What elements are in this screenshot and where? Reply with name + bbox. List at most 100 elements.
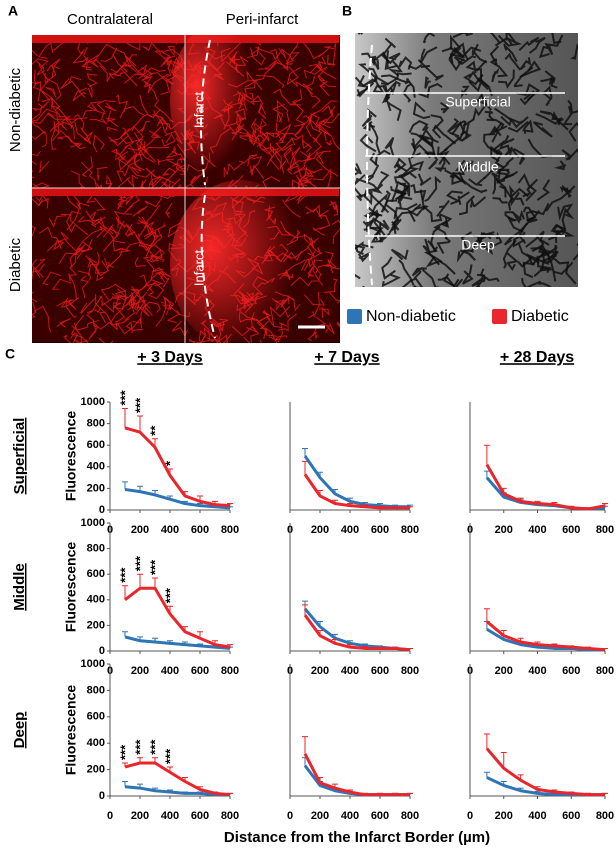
vessel <box>131 125 147 153</box>
x-tick-label: 200 <box>131 524 149 536</box>
significance: *** <box>117 567 132 583</box>
vessel <box>424 151 439 170</box>
vessel <box>274 138 293 174</box>
vessel <box>492 176 507 198</box>
x-tick-label: 400 <box>161 524 179 536</box>
vessel <box>551 33 562 44</box>
vessel <box>517 173 537 202</box>
vessel <box>305 151 319 162</box>
vessel <box>483 168 510 180</box>
error-bar <box>152 577 158 589</box>
vessel <box>512 231 526 248</box>
column-title: + 3 Days <box>137 349 202 366</box>
vessel <box>503 43 518 63</box>
vessel <box>519 60 542 78</box>
vessel <box>506 252 519 272</box>
vessel <box>445 190 463 205</box>
vessel <box>278 46 297 59</box>
error-bar <box>122 481 128 490</box>
vessel <box>379 219 391 231</box>
vessel <box>513 66 534 88</box>
vessel <box>300 38 324 60</box>
x-tick-label: 800 <box>401 524 419 536</box>
error-bar <box>483 470 490 478</box>
vessel <box>105 110 119 127</box>
x-tick-label: 800 <box>596 810 614 822</box>
vessel <box>392 203 422 235</box>
vessel <box>165 146 178 159</box>
panel-letter: A <box>8 3 18 19</box>
vessel <box>436 148 450 165</box>
vessel <box>142 301 161 313</box>
vessel <box>87 257 106 274</box>
vessel <box>286 66 301 86</box>
vessel <box>87 259 104 282</box>
vessel <box>544 70 556 85</box>
vessel <box>250 139 273 167</box>
vessel <box>475 276 487 287</box>
vessel <box>324 251 334 267</box>
error-bar <box>483 608 490 622</box>
vessel <box>479 268 500 283</box>
vessel <box>32 265 44 280</box>
vessel <box>161 167 177 176</box>
vessel <box>289 149 296 172</box>
vessel <box>463 73 484 86</box>
vessel <box>108 135 129 147</box>
vessel <box>398 157 420 178</box>
vessel <box>99 65 112 83</box>
row-header: Non-diabetic <box>7 67 24 152</box>
vessel <box>171 320 189 337</box>
legend-label: Diabetic <box>511 308 569 325</box>
vessel <box>385 99 402 121</box>
vessel <box>417 59 444 81</box>
vessel <box>436 199 450 218</box>
vessel <box>32 182 51 189</box>
vessel <box>147 73 169 94</box>
vessel <box>273 88 292 106</box>
x-tick-label: 400 <box>528 524 546 536</box>
series-line <box>124 426 231 508</box>
vessel <box>44 64 60 84</box>
vessel <box>541 244 558 263</box>
vessel <box>117 288 135 309</box>
vessel <box>355 244 366 256</box>
vessel <box>439 213 453 229</box>
vessel <box>144 141 170 154</box>
x-axis-label: Distance from the Infarct Border (µm) <box>224 829 490 846</box>
series-line <box>124 487 231 510</box>
vessel <box>412 138 431 159</box>
vessel <box>45 86 57 98</box>
vessel <box>551 229 575 237</box>
vessel <box>100 284 116 301</box>
x-tick-label: 0 <box>287 810 293 822</box>
significance: ** <box>147 425 162 436</box>
vessel <box>89 118 107 124</box>
series-line <box>124 785 230 797</box>
vessel <box>300 174 317 188</box>
vessel <box>63 335 72 343</box>
error-bar <box>500 751 507 769</box>
vessel <box>335 321 340 328</box>
vessel <box>568 121 578 142</box>
vessel <box>56 299 76 310</box>
vessel <box>155 296 173 327</box>
row-header: Diabetic <box>7 237 24 292</box>
vessel <box>77 270 92 281</box>
vessel <box>561 187 572 198</box>
vessel <box>508 116 529 129</box>
vessel <box>289 89 303 106</box>
x-tick-label: 400 <box>341 665 359 677</box>
error-bar <box>122 780 128 787</box>
vessel <box>408 119 429 134</box>
x-tick-label: 200 <box>311 524 329 536</box>
vessel <box>491 67 500 83</box>
vessel <box>460 33 464 35</box>
vessel <box>361 108 377 128</box>
vessel <box>489 45 500 66</box>
vessel <box>69 254 78 276</box>
vessel <box>92 321 119 331</box>
vessel <box>126 174 138 188</box>
vessel <box>419 46 438 64</box>
vessel <box>258 132 282 138</box>
